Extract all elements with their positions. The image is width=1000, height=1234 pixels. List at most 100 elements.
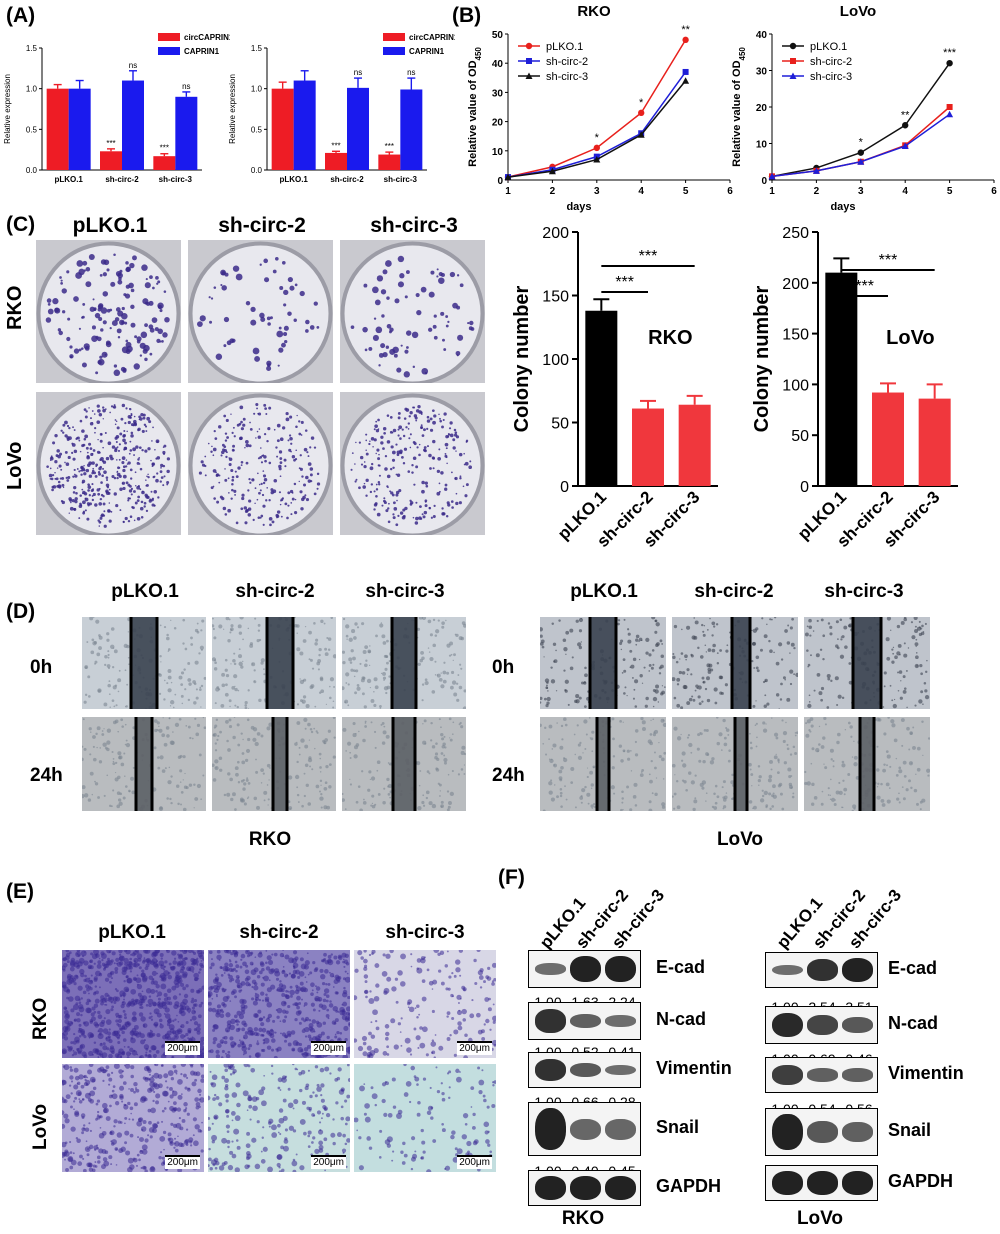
colony-dot: [88, 254, 95, 261]
cell-speck: [810, 724, 814, 728]
colony-dot: [116, 426, 120, 430]
migrated-cell: [176, 1014, 178, 1017]
cell-speck: [444, 746, 447, 749]
cell-speck: [612, 737, 615, 741]
cell-speck: [662, 778, 665, 780]
colony-dot: [115, 441, 118, 444]
colony-dot: [88, 474, 93, 478]
colony-dot: [265, 412, 268, 415]
colony-dot: [159, 480, 162, 483]
cell-speck: [266, 784, 269, 786]
migrated-cell: [325, 1013, 330, 1018]
cell-speck: [784, 678, 786, 681]
colony-dot: [215, 353, 223, 360]
cell-speck: [755, 700, 757, 702]
colony-dot: [111, 445, 116, 449]
migrated-cell: [155, 989, 158, 993]
cell-speck: [851, 809, 854, 811]
colony-dot: [155, 457, 158, 460]
cell-speck: [114, 719, 119, 724]
cell-speck: [170, 775, 173, 778]
cell-speck: [576, 724, 579, 727]
migrated-cell: [313, 968, 318, 973]
colony-dot: [124, 516, 128, 521]
migrated-cell: [438, 969, 442, 973]
cell-speck: [167, 675, 172, 680]
colony-dot: [160, 476, 164, 479]
colony-dot: [415, 516, 419, 521]
colony-dot: [401, 428, 404, 431]
migrated-cell: [308, 1018, 312, 1022]
colony-dot: [232, 265, 240, 272]
colony-dot: [294, 283, 298, 287]
significance-label: *: [639, 97, 644, 109]
migrated-cell: [185, 1054, 190, 1058]
cell-speck: [658, 672, 662, 675]
migrated-cell: [365, 995, 368, 999]
cell-speck: [645, 696, 649, 701]
cell-speck: [724, 683, 728, 687]
cell-speck: [128, 663, 130, 666]
cell-speck: [371, 802, 374, 805]
colony-dot: [76, 436, 80, 440]
colony-dot: [369, 466, 374, 471]
cell-speck: [350, 668, 354, 672]
colony-dot: [78, 470, 81, 473]
colony-dot: [257, 516, 261, 519]
colony-dot: [82, 302, 86, 306]
colony-dot: [258, 491, 261, 495]
migrated-cell: [344, 976, 350, 983]
migrated-cell: [357, 1045, 364, 1052]
colony-dot: [139, 342, 146, 349]
cell-speck: [245, 748, 251, 753]
cell-speck: [583, 705, 587, 709]
migrated-cell: [166, 988, 172, 993]
cell-speck: [681, 671, 686, 675]
cell-speck: [771, 717, 773, 719]
cell-speck: [383, 725, 386, 728]
colony-dot: [157, 304, 162, 309]
colony-dot: [392, 501, 396, 505]
migrated-cell: [145, 963, 150, 968]
cell-speck: [299, 678, 301, 680]
cell-speck: [883, 685, 886, 688]
colony-dot: [295, 425, 298, 428]
colony-dot: [279, 461, 283, 465]
cell-speck: [748, 800, 753, 804]
colony-dot: [375, 429, 380, 433]
migrated-cell: [253, 1013, 258, 1018]
cell-speck: [304, 763, 309, 768]
colony-dot: [245, 300, 251, 306]
colony-dot: [82, 510, 86, 513]
migrated-cell: [253, 985, 259, 991]
cell-speck: [673, 696, 677, 700]
cell-speck: [112, 762, 116, 766]
migrated-cell: [178, 993, 182, 996]
colony-dot: [372, 286, 379, 294]
migrated-cell: [185, 984, 189, 988]
cell-speck: [820, 802, 824, 806]
migrated-cell: [256, 1040, 259, 1042]
colony-dot: [98, 303, 104, 309]
colony-dot: [397, 428, 400, 431]
x-tick-label: 4: [638, 186, 644, 197]
migrated-cell: [223, 990, 226, 993]
migrated-cell: [131, 1034, 134, 1037]
colony-dot: [91, 498, 95, 502]
cell-speck: [417, 805, 422, 811]
migrated-cell: [485, 975, 489, 979]
cell-speck: [316, 731, 319, 734]
migrated-cell: [230, 951, 234, 956]
migrated-cell: [93, 962, 96, 965]
cell-speck: [196, 783, 202, 789]
cell-speck: [419, 770, 422, 772]
migrated-cell: [216, 1004, 221, 1009]
migrated-cell: [483, 1023, 486, 1026]
cell-speck: [305, 783, 309, 787]
cell-speck: [704, 687, 708, 691]
cell-speck: [761, 617, 764, 620]
colony-dot: [220, 269, 226, 276]
cell-speck: [230, 628, 233, 631]
colony-dot: [316, 482, 321, 486]
colony-dot: [71, 499, 75, 503]
